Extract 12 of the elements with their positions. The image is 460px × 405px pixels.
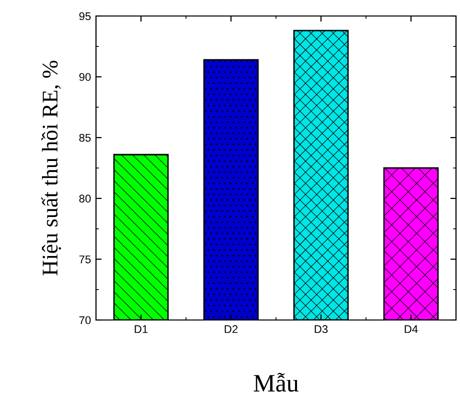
y-tick-label: 85 [79,134,91,142]
x-tick-label: D3 [314,325,328,334]
y-tick-label: 95 [79,12,91,20]
y-tick-label: 90 [79,73,91,81]
x-tick-label: D2 [224,325,238,333]
y-axis-title: Hiệu suất thu hồi RE, % [41,60,62,276]
y-tick-label: 80 [79,194,91,203]
x-tick-label: D4 [404,325,418,333]
y-tick-label: 70 [79,316,91,324]
x-axis-title: Mẫu [254,372,298,392]
x-tick-label: D1 [134,325,148,333]
y-tick-label: 75 [79,256,91,264]
